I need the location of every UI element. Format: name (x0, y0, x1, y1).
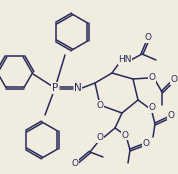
Text: O: O (145, 34, 151, 42)
Text: N: N (74, 83, 82, 93)
Text: O: O (148, 73, 156, 82)
Text: O: O (148, 104, 156, 113)
Text: HN: HN (118, 56, 132, 65)
Text: P: P (52, 83, 58, 93)
Text: O: O (96, 133, 103, 143)
Text: O: O (143, 139, 150, 148)
Text: O: O (167, 112, 174, 121)
Text: O: O (171, 76, 177, 85)
Text: O: O (96, 101, 103, 109)
Text: O: O (122, 130, 129, 140)
Text: O: O (72, 160, 78, 168)
